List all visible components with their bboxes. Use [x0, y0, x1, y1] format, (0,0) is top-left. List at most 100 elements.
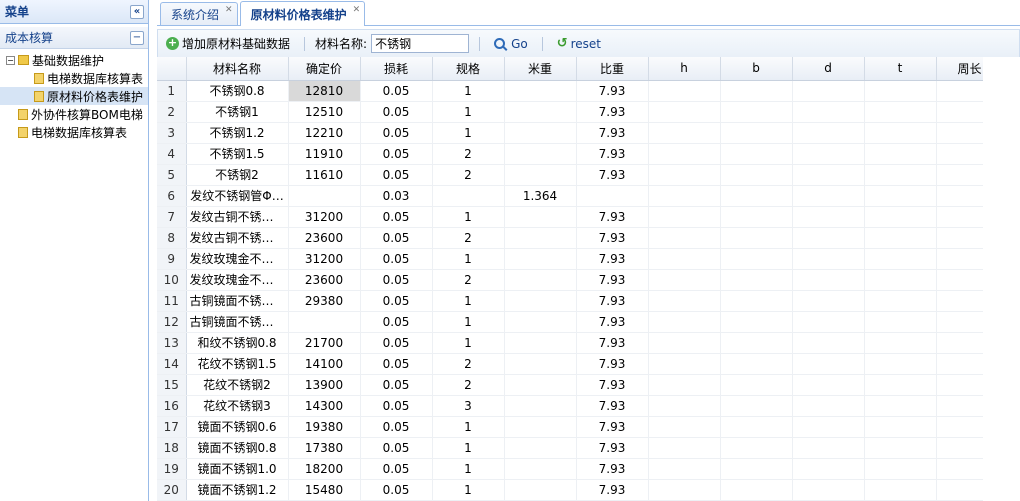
- grid-cell[interactable]: [648, 458, 721, 480]
- grid-cell[interactable]: 7.93: [576, 80, 649, 102]
- grid-cell[interactable]: [288, 311, 361, 333]
- grid-cell[interactable]: [792, 269, 865, 291]
- tree-item[interactable]: 电梯数据库核算表: [0, 69, 148, 87]
- column-header[interactable]: 规格: [432, 57, 505, 81]
- grid-cell[interactable]: [648, 227, 721, 249]
- grid-cell[interactable]: 11910: [288, 143, 361, 165]
- table-row[interactable]: 19 镜面不锈钢1.0 18200 0.05 1 7.93: [157, 458, 1004, 480]
- grid-cell[interactable]: 7.93: [576, 311, 649, 333]
- grid-cell[interactable]: [792, 395, 865, 417]
- grid-cell[interactable]: 19380: [288, 416, 361, 438]
- grid-cell[interactable]: 发纹古铜不锈钢…: [186, 206, 289, 228]
- grid-cell[interactable]: 7.93: [576, 248, 649, 270]
- grid-cell[interactable]: [648, 269, 721, 291]
- grid-cell[interactable]: [720, 290, 793, 312]
- grid-cell[interactable]: [648, 311, 721, 333]
- tree-expander-icon[interactable]: −: [6, 55, 15, 65]
- grid-cell[interactable]: 1: [432, 437, 505, 459]
- grid-cell[interactable]: [720, 479, 793, 501]
- grid-cell[interactable]: 0.05: [360, 395, 433, 417]
- grid-cell[interactable]: [504, 80, 577, 102]
- grid-cell[interactable]: [792, 458, 865, 480]
- grid-cell[interactable]: 7.93: [576, 416, 649, 438]
- grid-cell[interactable]: [720, 395, 793, 417]
- grid-cell[interactable]: [432, 185, 505, 207]
- grid-cell[interactable]: 镜面不锈钢1.2: [186, 479, 289, 501]
- grid-cell[interactable]: [720, 437, 793, 459]
- grid-cell[interactable]: 14300: [288, 395, 361, 417]
- reset-button[interactable]: ↺ reset: [553, 36, 605, 51]
- grid-cell[interactable]: [504, 227, 577, 249]
- grid-cell[interactable]: [720, 353, 793, 375]
- grid-cell[interactable]: [504, 269, 577, 291]
- close-tab-icon[interactable]: ✕: [352, 5, 361, 15]
- grid-cell[interactable]: 0.05: [360, 248, 433, 270]
- grid-cell[interactable]: [504, 458, 577, 480]
- grid-cell[interactable]: 1: [432, 458, 505, 480]
- grid-cell[interactable]: 和纹不锈钢0.8: [186, 332, 289, 354]
- grid-cell[interactable]: [864, 416, 937, 438]
- grid-cell[interactable]: [792, 437, 865, 459]
- column-header[interactable]: 比重: [576, 57, 649, 81]
- tree-item[interactable]: 原材料价格表维护: [0, 87, 148, 105]
- grid-cell[interactable]: [792, 290, 865, 312]
- grid-cell[interactable]: 不锈钢1.5: [186, 143, 289, 165]
- grid-cell[interactable]: 3: [432, 395, 505, 417]
- grid-cell[interactable]: 1: [432, 206, 505, 228]
- grid-cell[interactable]: 7.93: [576, 227, 649, 249]
- table-row[interactable]: 20 镜面不锈钢1.2 15480 0.05 1 7.93: [157, 479, 1004, 501]
- table-row[interactable]: 2 不锈钢1 12510 0.05 1 7.93: [157, 101, 1004, 123]
- grid-cell[interactable]: [504, 332, 577, 354]
- grid-cell[interactable]: 7.93: [576, 458, 649, 480]
- grid-cell[interactable]: [504, 374, 577, 396]
- grid-cell[interactable]: 21700: [288, 332, 361, 354]
- grid-cell[interactable]: 发纹古铜不锈钢…: [186, 227, 289, 249]
- grid-cell[interactable]: 1: [432, 101, 505, 123]
- grid-cell[interactable]: 1: [432, 311, 505, 333]
- grid-cell[interactable]: 1: [432, 290, 505, 312]
- table-row[interactable]: 6 发纹不锈钢管Φ… 0.03 1.364: [157, 185, 1004, 207]
- grid-cell[interactable]: [864, 437, 937, 459]
- tab-material-price[interactable]: 原材料价格表维护 ✕: [239, 1, 366, 26]
- grid-cell[interactable]: 1: [432, 479, 505, 501]
- grid-cell[interactable]: 0.05: [360, 353, 433, 375]
- grid-cell[interactable]: [648, 80, 721, 102]
- grid-cell[interactable]: 0.05: [360, 80, 433, 102]
- section-header[interactable]: 成本核算 −: [0, 27, 148, 49]
- grid-cell[interactable]: 不锈钢2: [186, 164, 289, 186]
- tab-system-intro[interactable]: 系统介绍 ✕: [160, 2, 238, 25]
- grid-cell[interactable]: [648, 185, 721, 207]
- grid-cell[interactable]: [792, 374, 865, 396]
- add-material-button[interactable]: + 增加原材料基础数据: [166, 35, 294, 52]
- grid-cell[interactable]: 7.93: [576, 395, 649, 417]
- grid-cell[interactable]: [792, 122, 865, 144]
- tree-item[interactable]: 电梯数据库核算表: [0, 123, 148, 141]
- column-header[interactable]: t: [864, 57, 937, 81]
- grid-cell[interactable]: 12210: [288, 122, 361, 144]
- grid-cell[interactable]: [864, 290, 937, 312]
- grid-cell[interactable]: [504, 353, 577, 375]
- grid-cell[interactable]: [864, 269, 937, 291]
- grid-cell[interactable]: [720, 332, 793, 354]
- grid-cell[interactable]: [504, 206, 577, 228]
- grid-cell[interactable]: [864, 353, 937, 375]
- grid-cell[interactable]: 1: [432, 248, 505, 270]
- grid-cell[interactable]: 古铜镜面不锈钢…: [186, 311, 289, 333]
- grid-cell[interactable]: 12810: [288, 80, 361, 102]
- grid-cell[interactable]: [792, 101, 865, 123]
- column-header[interactable]: h: [648, 57, 721, 81]
- grid-cell[interactable]: [504, 479, 577, 501]
- grid-cell[interactable]: 0.05: [360, 332, 433, 354]
- grid-cell[interactable]: 0.05: [360, 122, 433, 144]
- grid-cell[interactable]: [864, 374, 937, 396]
- column-header[interactable]: 损耗: [360, 57, 433, 81]
- grid-cell[interactable]: [864, 101, 937, 123]
- grid-cell[interactable]: [648, 290, 721, 312]
- grid-cell[interactable]: [792, 479, 865, 501]
- grid-cell[interactable]: 1.364: [504, 185, 577, 207]
- grid-cell[interactable]: [504, 311, 577, 333]
- table-row[interactable]: 3 不锈钢1.2 12210 0.05 1 7.93: [157, 122, 1004, 144]
- grid-cell[interactable]: 17380: [288, 437, 361, 459]
- grid-cell[interactable]: [864, 122, 937, 144]
- grid-cell[interactable]: [792, 206, 865, 228]
